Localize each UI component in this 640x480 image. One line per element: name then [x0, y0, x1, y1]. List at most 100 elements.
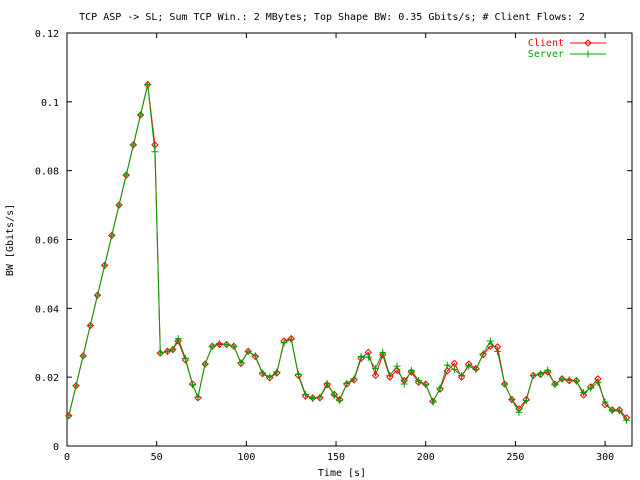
data-point-server [108, 231, 116, 239]
x-tick-label: 200 [417, 452, 435, 463]
data-point-server [558, 375, 566, 383]
chart-title: TCP ASP -> SL; Sum TCP Win.: 2 MBytes; T… [79, 12, 585, 23]
data-point-server [601, 398, 609, 406]
data-point-server [357, 353, 365, 361]
data-point-server [115, 201, 123, 209]
data-point-server [623, 416, 631, 424]
data-point-server [608, 407, 616, 415]
data-point-server [465, 362, 473, 370]
x-tick-label: 100 [237, 452, 255, 463]
data-point-server [244, 347, 252, 355]
data-point-server [486, 337, 494, 345]
data-point-server [129, 141, 137, 149]
data-point-server [215, 339, 223, 347]
data-point-server [194, 393, 202, 401]
data-point-server [364, 353, 372, 361]
data-point-server [259, 369, 267, 377]
x-tick-label: 50 [151, 452, 163, 463]
data-point-server [323, 379, 331, 387]
data-point-server [529, 371, 537, 379]
data-point-server [580, 389, 588, 397]
data-point-server [429, 398, 437, 406]
data-point-server [515, 408, 523, 416]
data-point-server [350, 375, 358, 383]
data-point-server [251, 352, 259, 360]
data-point-server [336, 397, 344, 405]
y-axis-label: BW [Gbits/s] [5, 204, 16, 276]
data-point-client [181, 356, 190, 364]
legend-label-client: Client [528, 38, 564, 49]
data-point-server [386, 371, 394, 379]
data-point-server [615, 407, 623, 415]
y-tick-label: 0.04 [35, 304, 59, 315]
data-point-server [594, 378, 602, 386]
data-point-server [393, 362, 401, 370]
data-point-server [280, 339, 288, 347]
data-point-server [237, 359, 245, 367]
data-point-server [294, 370, 302, 378]
data-point-server [93, 291, 101, 299]
data-point-client [371, 371, 380, 380]
data-point-server [330, 391, 338, 399]
data-point-server [208, 342, 216, 350]
y-tick-label: 0.06 [35, 236, 59, 247]
data-point-server [65, 412, 73, 420]
y-tick-label: 0.08 [35, 167, 59, 178]
data-point-client [378, 351, 387, 359]
data-point-server [174, 335, 182, 343]
data-point-server [72, 382, 80, 390]
axis-ticks: 0 50 100 150 200 250 300 0 0.02 0.04 0.06 0.08 0.1 0.… [35, 29, 632, 463]
data-point-server [436, 384, 444, 392]
data-point-server [551, 381, 559, 389]
data-point-server [302, 390, 310, 398]
data-point-server [458, 371, 466, 379]
data-point-server [565, 376, 573, 384]
series-line-client [68, 84, 627, 419]
data-point-server [122, 171, 130, 179]
data-point-client [357, 354, 365, 362]
data-point-server [223, 340, 231, 348]
data-point-server [230, 342, 238, 350]
y-tick-label: 0 [53, 442, 59, 453]
data-point-server [479, 350, 487, 358]
data-point-client [386, 373, 394, 381]
series-layer [65, 80, 631, 424]
data-point-server [572, 377, 580, 385]
data-point-server [508, 396, 516, 404]
data-point-client [174, 337, 182, 345]
x-tick-label: 0 [64, 452, 70, 463]
data-point-server [156, 349, 164, 357]
data-point-server [86, 322, 94, 330]
x-tick-label: 300 [596, 452, 614, 463]
data-point-server [316, 393, 324, 401]
data-point-server [309, 395, 317, 403]
x-tick-label: 150 [327, 452, 345, 463]
data-point-server [189, 381, 197, 389]
data-point-server [493, 347, 501, 355]
series-line-server [68, 84, 627, 421]
data-point-server [201, 360, 209, 368]
data-point-server [151, 148, 159, 156]
data-point-server [287, 335, 295, 343]
data-point-server [443, 361, 451, 369]
legend-marker-client [584, 39, 592, 47]
data-point-server [415, 377, 423, 385]
data-point-server [400, 380, 408, 388]
data-point-client [457, 373, 466, 381]
data-point-server [144, 81, 152, 89]
data-point-server [181, 354, 189, 362]
data-point-server [379, 348, 387, 356]
data-point-client [407, 368, 416, 376]
data-point-server [266, 373, 274, 381]
data-point-server [472, 366, 480, 374]
y-tick-label: 0.1 [41, 98, 59, 109]
data-point-server [273, 368, 281, 376]
data-point-server [163, 347, 171, 355]
data-point-server [343, 379, 351, 387]
y-tick-label: 0.12 [35, 29, 59, 40]
data-point-server [137, 111, 145, 119]
data-point-server [501, 380, 509, 388]
